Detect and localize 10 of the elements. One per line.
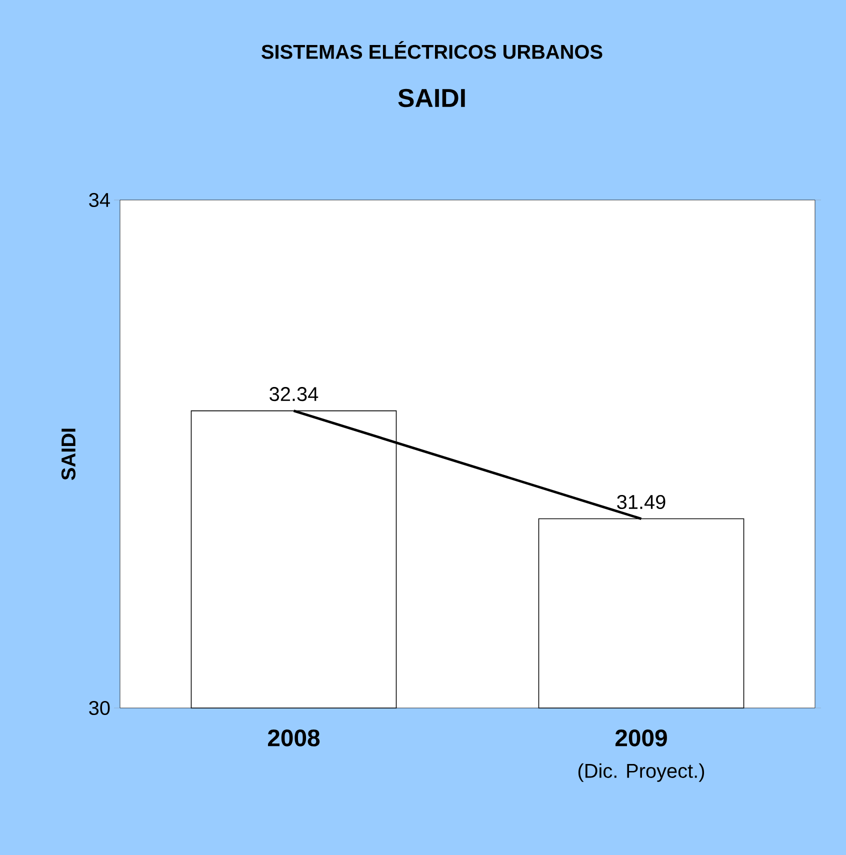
y-tick-label: 30 [89,700,110,716]
data-label: 31.49 [617,494,666,510]
y-axis-title: SAIDI [61,428,76,480]
chart-subtitle: SAIDI [398,88,465,108]
y-tick-label: 34 [89,192,110,208]
chart-title: SISTEMAS ELÉCTRICOS URBANOS [262,41,602,59]
x-tick-label: 2008 [268,729,320,746]
x-tick-label: 2009 [615,729,667,746]
data-label: 32.34 [270,387,318,402]
text: (Dic. Proyect.) [578,763,704,782]
